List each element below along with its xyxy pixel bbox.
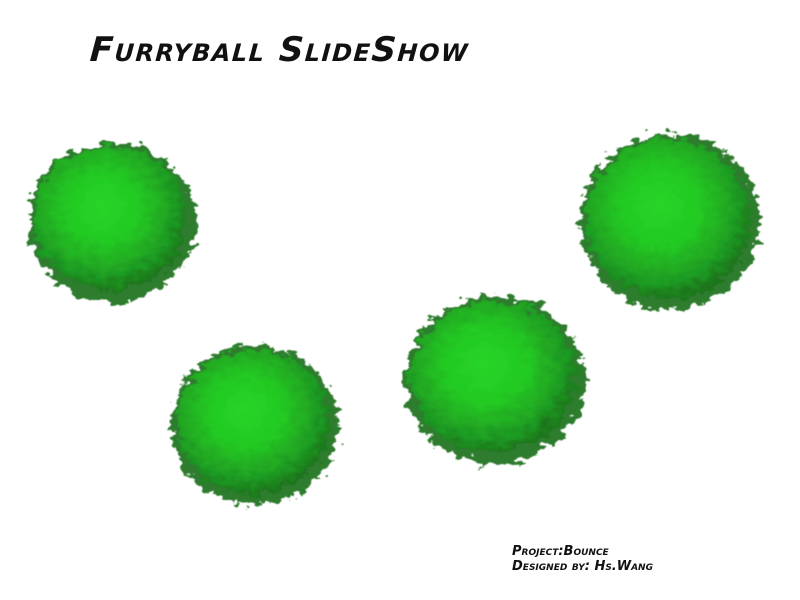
furry-ball-1 bbox=[28, 142, 196, 302]
furry-ball-4 bbox=[580, 134, 760, 310]
project-credit: Project:Bounce bbox=[512, 544, 609, 559]
credits-block: Project:Bounce Designed by: Hs.Wang bbox=[512, 544, 653, 574]
designer-credit: Designed by: Hs.Wang bbox=[512, 559, 653, 574]
furry-ball-3 bbox=[405, 296, 585, 464]
furry-ball-2 bbox=[171, 345, 339, 505]
